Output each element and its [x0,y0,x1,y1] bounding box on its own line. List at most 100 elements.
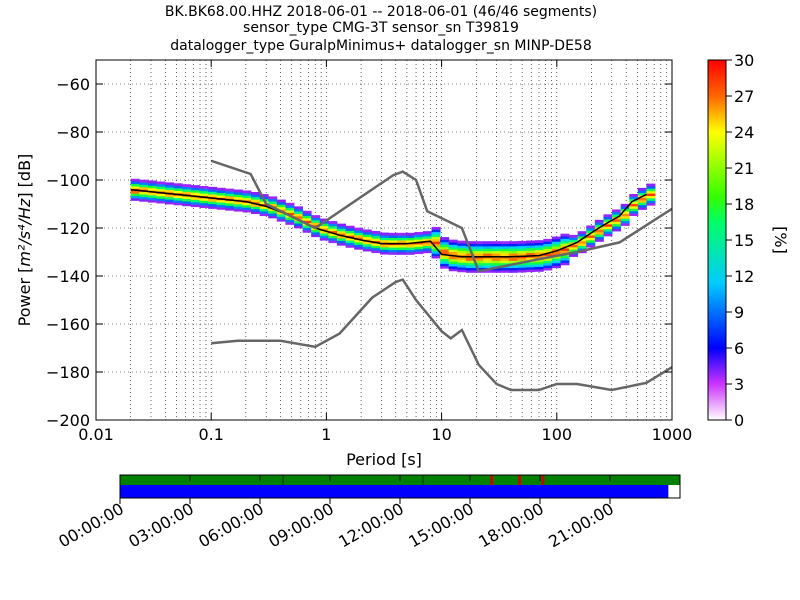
histogram-cell [319,230,329,234]
histogram-cell [328,225,338,229]
histogram-cell [190,204,200,208]
histogram-cell [173,195,183,199]
histogram-cell [560,233,570,237]
histogram-cell [577,245,587,249]
histogram-cell [612,228,622,232]
title-line-2: sensor_type CMG-3T sensor_sn T39819 [243,20,519,36]
histogram-cell [646,200,656,204]
histogram-cell [422,243,432,246]
histogram-cell [302,210,312,214]
colorbar-tick-label: 3 [734,375,744,394]
histogram-cell [139,182,149,185]
histogram-cell [526,240,536,244]
histogram-cell [233,206,243,210]
histogram-cell [379,234,389,238]
histogram-cell [543,253,553,257]
histogram-cell [302,213,312,216]
histogram-cell [474,258,484,261]
histogram-cell [276,206,286,210]
histogram-cell [534,259,544,263]
histogram-cell [182,200,192,204]
histogram-cell [173,185,183,189]
histogram-cell [431,255,441,259]
timeline-tick-label: 12:00:00 [335,499,407,551]
histogram-cell [225,191,235,194]
histogram-cell [517,248,527,251]
histogram-cell [294,213,304,217]
histogram-cell [526,245,536,249]
histogram-cell [517,245,527,249]
histogram-cell [216,187,226,191]
gap-marker [422,475,424,485]
colorbar-tick-label: 6 [734,339,744,358]
timeline-tick-label: 06:00:00 [195,499,267,551]
histogram-cell [414,239,424,243]
histogram-cell [440,256,450,260]
histogram-cell [440,241,450,245]
colorbar-tick-label: 18 [734,195,754,214]
histogram-cell [586,244,596,248]
histogram-cell [371,245,381,249]
histogram-cell [242,207,252,211]
histogram-cell [173,190,183,194]
histogram-cell [551,265,561,269]
histogram-cell [448,251,458,255]
histogram-cell [388,249,398,253]
histogram-cell [569,234,579,238]
histogram-cell [225,205,235,209]
histogram-cell [586,237,596,241]
histogram-cell [190,199,200,203]
histogram-cell [397,252,407,255]
histogram-cell [199,202,209,206]
histogram-cell [483,270,493,273]
histogram-cell [465,241,475,244]
histogram-cell [319,232,329,236]
histogram-cell [543,243,553,247]
histogram-cell [620,213,630,217]
psd-mode-line [130,188,647,258]
histogram-cell [165,182,175,186]
histogram-cell [208,194,218,197]
histogram-cell [165,184,175,188]
histogram-cell [483,241,493,244]
histogram-cell [285,210,295,213]
histogram-cell [569,237,579,241]
histogram-cell [483,248,493,252]
histogram-cell [577,243,587,247]
histogram-cell [483,253,493,256]
histogram-cell [242,197,252,201]
histogram-cell [474,243,484,247]
histogram-cell [225,203,235,206]
histogram-cell [156,183,166,187]
histogram-cell [586,235,596,238]
histogram-cell [397,237,407,241]
gap-marker [541,475,545,485]
histogram-cell [216,202,226,205]
histogram-cell [569,249,579,253]
histogram-cell [500,246,510,249]
y-tick-label: −120 [46,219,90,238]
histogram-cell [285,212,295,216]
histogram-cell [526,269,536,273]
histogram-cell [551,262,561,266]
histogram-cell [560,255,570,259]
histogram-cell [208,191,218,195]
histogram-cell [586,239,596,243]
histogram-cell [422,233,432,237]
histogram-cell [388,237,398,241]
histogram-cell [225,207,235,211]
histogram-cell [139,194,149,197]
histogram-cell [534,247,544,251]
histogram-cell [629,194,639,197]
new-low-noise-model [211,278,672,392]
histogram-cell [637,199,647,203]
histogram-cell [448,244,458,248]
timeline-tick-label: 09:00:00 [265,499,337,551]
histogram-cell [276,201,286,205]
histogram-cell [508,241,518,244]
histogram-cell [319,228,329,231]
histogram-cell [414,248,424,252]
gap-marker [518,475,521,485]
y-tick-label: −180 [46,363,90,382]
histogram-cell [276,211,286,215]
